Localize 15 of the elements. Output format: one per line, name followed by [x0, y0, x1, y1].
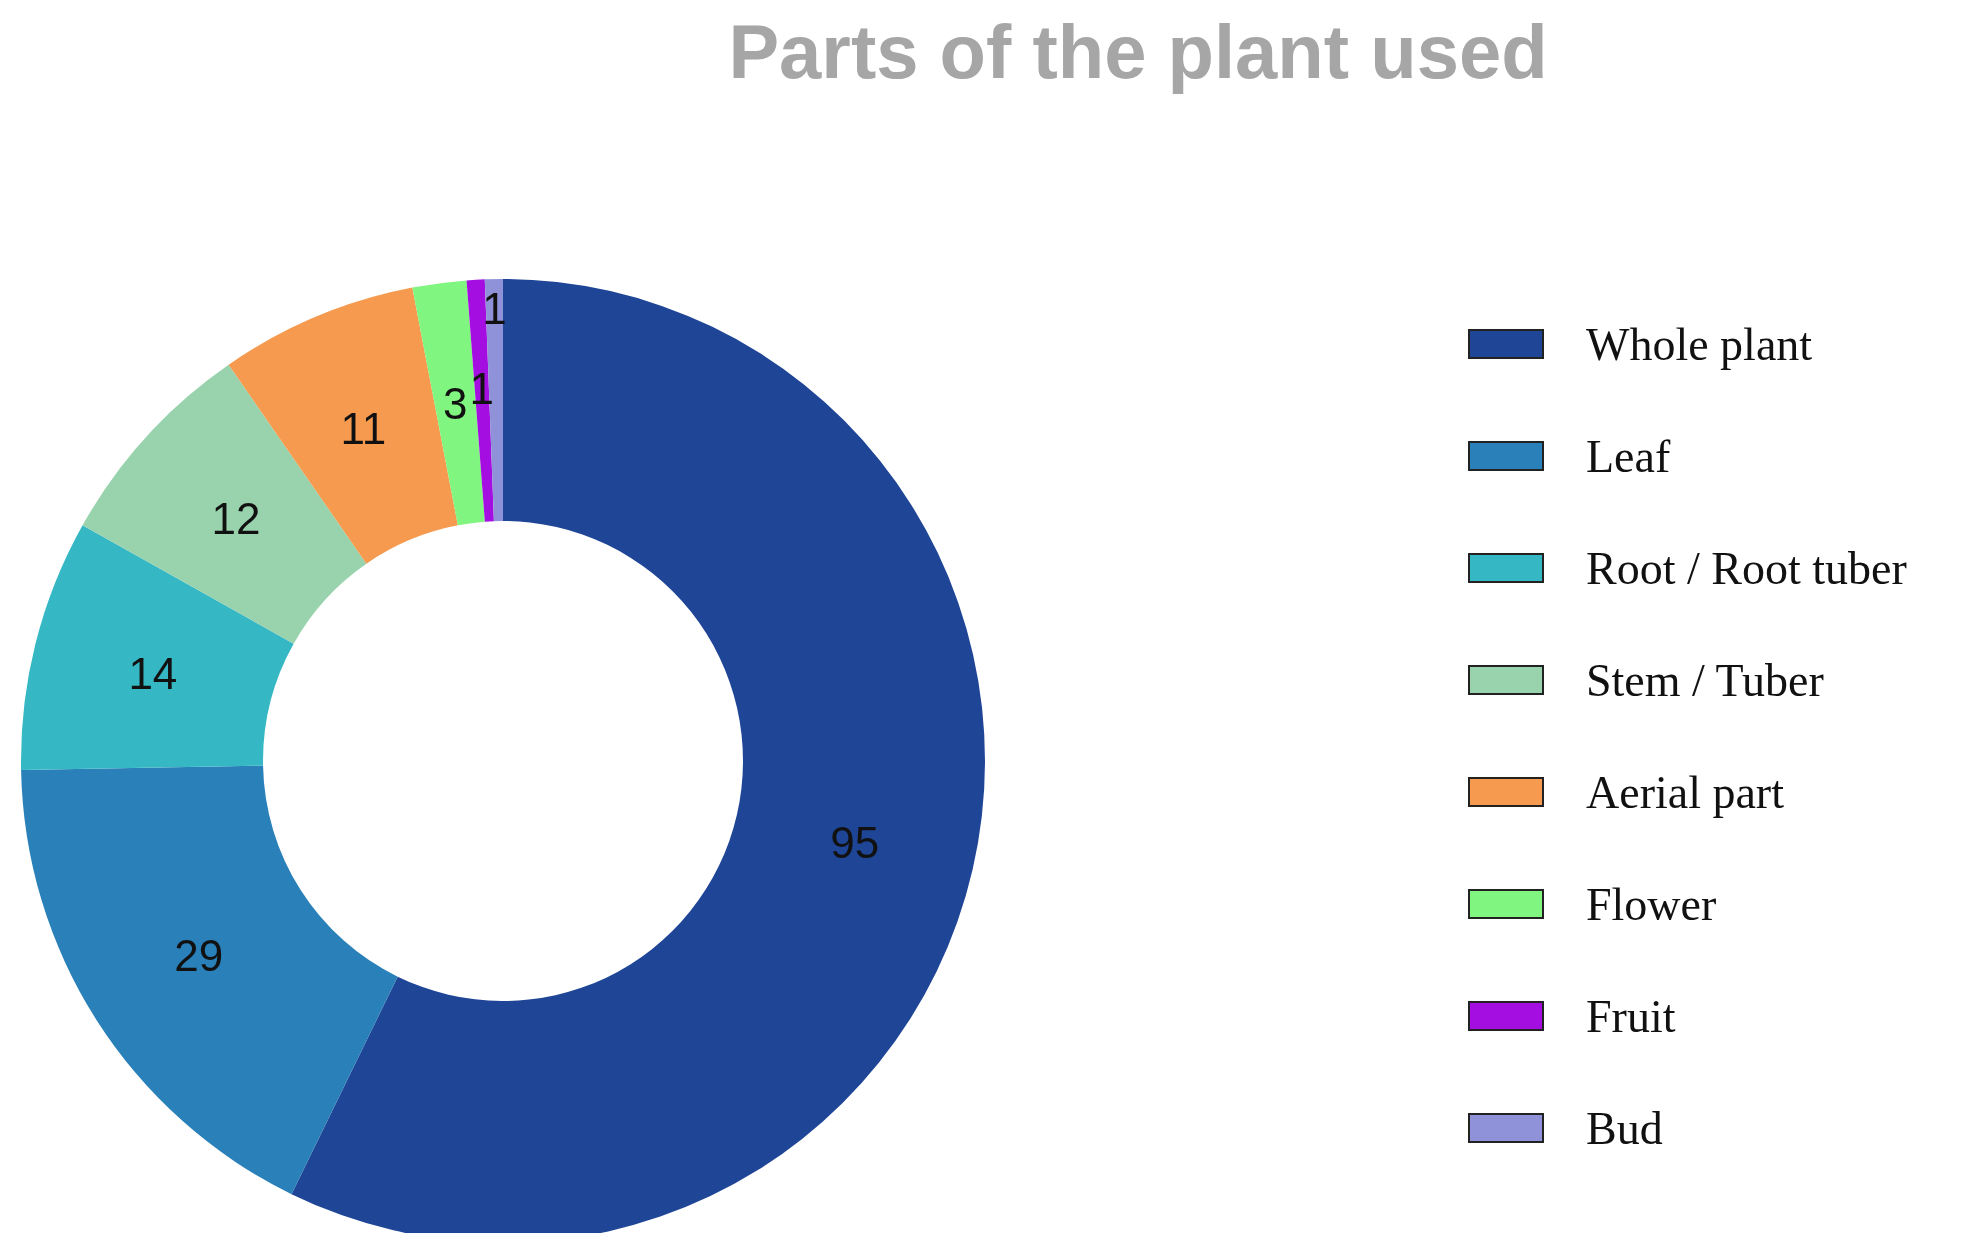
chart-title: Parts of the plant used — [727, 8, 1549, 95]
data-label: 95 — [830, 817, 880, 867]
data-label: 14 — [128, 648, 178, 698]
legend-label: Root / Root tuber — [1586, 541, 1907, 595]
data-label: 12 — [211, 493, 261, 543]
legend-label: Leaf — [1586, 429, 1671, 483]
legend-label: Bud — [1586, 1101, 1663, 1155]
data-label: 29 — [174, 930, 224, 980]
legend-label: Fruit — [1586, 989, 1676, 1043]
legend-label: Whole plant — [1586, 317, 1813, 371]
legend-label: Flower — [1586, 877, 1717, 931]
legend-label: Stem / Tuber — [1586, 653, 1824, 707]
legend-label: Aerial part — [1586, 765, 1784, 819]
data-label: 3 — [443, 378, 468, 428]
data-label: 11 — [340, 403, 387, 453]
